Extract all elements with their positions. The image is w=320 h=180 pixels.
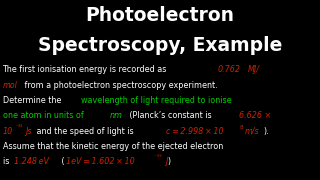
- Text: mol: mol: [3, 81, 17, 90]
- Text: 0.762: 0.762: [218, 65, 241, 74]
- Text: ).: ).: [264, 127, 269, 136]
- Text: c = 2.998 × 10: c = 2.998 × 10: [166, 127, 223, 136]
- Text: 8: 8: [240, 125, 244, 130]
- Text: J: J: [165, 157, 167, 166]
- Text: 1.248 eV: 1.248 eV: [14, 157, 49, 166]
- Text: Js: Js: [26, 127, 32, 136]
- Text: MJ/: MJ/: [248, 65, 260, 74]
- Text: 1eV = 1.602 × 10: 1eV = 1.602 × 10: [66, 157, 135, 166]
- Text: (Planck’s constant is: (Planck’s constant is: [127, 111, 214, 120]
- Text: Determine the: Determine the: [3, 96, 63, 105]
- Text: ⁻³⁴: ⁻³⁴: [16, 125, 23, 130]
- Text: (: (: [59, 157, 65, 166]
- Text: The first ionisation energy is recorded as: The first ionisation energy is recorded …: [3, 65, 169, 74]
- Text: nm: nm: [110, 111, 123, 120]
- Text: from a photoelectron spectroscopy experiment.: from a photoelectron spectroscopy experi…: [22, 81, 217, 90]
- Text: Spectroscopy, Example: Spectroscopy, Example: [38, 36, 282, 55]
- Text: and the speed of light is: and the speed of light is: [34, 127, 136, 136]
- Text: Assume that the kinetic energy of the ejected electron: Assume that the kinetic energy of the ej…: [3, 142, 223, 151]
- Text: one atom in units of: one atom in units of: [3, 111, 86, 120]
- Text: 10: 10: [3, 127, 13, 136]
- Text: m/s: m/s: [245, 127, 259, 136]
- Text: wavelength of light required to ionise: wavelength of light required to ionise: [81, 96, 232, 105]
- Text: 6.626 ×: 6.626 ×: [239, 111, 271, 120]
- Text: ): ): [168, 157, 171, 166]
- Text: is: is: [3, 157, 12, 166]
- Text: Photoelectron: Photoelectron: [85, 6, 235, 25]
- Text: ⁻¹⁹: ⁻¹⁹: [155, 155, 163, 160]
